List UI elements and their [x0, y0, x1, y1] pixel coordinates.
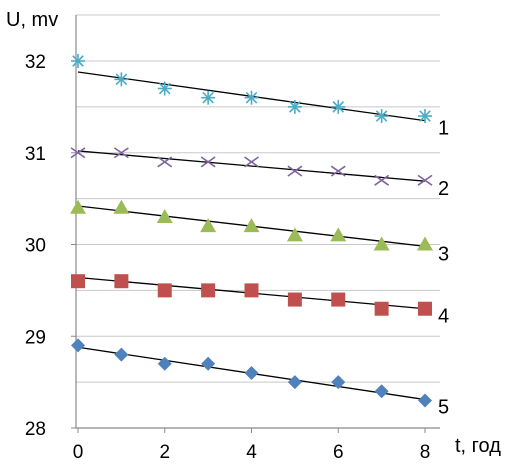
series-point-diamond: [418, 393, 432, 408]
series-point-x: [374, 174, 390, 186]
trendline-layer: [77, 71, 426, 401]
series-point-diamond: [287, 375, 302, 390]
x-tick-label: 2: [159, 442, 170, 463]
y-axis-label: U, mv: [6, 9, 58, 31]
series-point-triangle: [200, 218, 217, 233]
y-tick-label: 30: [25, 236, 46, 257]
series-point-triangle: [373, 236, 390, 251]
series-point-x: [330, 165, 346, 177]
series-point-triangle: [286, 227, 303, 242]
series-label: 3: [438, 243, 449, 265]
series-point-square: [374, 301, 389, 316]
marker-layer: [70, 54, 433, 408]
series-point-asterisk: [157, 81, 172, 96]
grid-layer: [76, 14, 440, 383]
series-point-x: [244, 156, 259, 168]
series-label: 1: [438, 118, 449, 140]
series-point-diamond: [331, 375, 346, 390]
label-layer: 28 29 30 31 32 0 2 4 6 8 1 2 3 4 5: [25, 52, 449, 463]
series-point-square: [244, 283, 259, 298]
y-tick-label: 28: [25, 419, 46, 440]
series-label: 2: [438, 178, 449, 200]
series-point-x: [417, 174, 433, 186]
series-point-square: [114, 274, 129, 289]
series-point-x: [70, 147, 86, 159]
series-point-square: [201, 283, 216, 298]
series-point-triangle: [330, 227, 347, 242]
series-point-square: [287, 292, 302, 307]
series-point-asterisk: [201, 90, 216, 105]
x-tick-label: 6: [333, 442, 344, 463]
x-tick-label: 8: [420, 442, 431, 463]
series-point-square: [71, 274, 85, 289]
series-point-square: [331, 292, 346, 307]
series-point-triangle: [156, 208, 173, 223]
series-point-x: [287, 165, 303, 177]
y-tick-label: 31: [25, 144, 46, 165]
axis-layer: [71, 15, 440, 433]
series-point-square: [157, 283, 172, 298]
series-point-diamond: [374, 384, 389, 399]
y-tick-label: 32: [25, 52, 46, 73]
trendline-series-2: [77, 150, 426, 182]
series-point-triangle: [113, 199, 130, 214]
series-label: 5: [438, 397, 449, 419]
series-point-triangle: [417, 236, 433, 251]
series-point-x: [200, 156, 216, 168]
x-axis-label: t, год: [455, 435, 501, 457]
series-point-triangle: [243, 218, 260, 233]
series-point-asterisk: [331, 99, 346, 114]
series-point-triangle: [70, 199, 86, 214]
x-tick-label: 4: [246, 442, 257, 463]
series-point-asterisk: [374, 109, 389, 124]
x-tick-label: 0: [73, 442, 84, 463]
y-tick-label: 29: [25, 327, 46, 348]
series-point-square: [418, 301, 432, 316]
series-point-asterisk: [418, 109, 432, 124]
series-point-asterisk: [114, 72, 129, 87]
series-point-x: [157, 156, 173, 168]
series-label: 4: [438, 306, 449, 328]
series-point-asterisk: [71, 54, 85, 68]
series-point-diamond: [157, 356, 172, 371]
series-point-asterisk: [287, 99, 302, 114]
series-point-x: [113, 147, 129, 159]
series-point-asterisk: [244, 90, 259, 105]
series-point-diamond: [71, 338, 85, 353]
series-point-diamond: [114, 347, 129, 362]
series-point-diamond: [201, 356, 216, 371]
series-point-diamond: [244, 365, 259, 380]
